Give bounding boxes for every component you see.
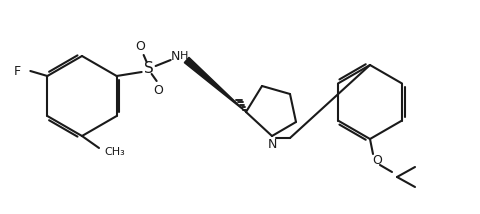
Text: N: N xyxy=(267,138,276,150)
Text: O: O xyxy=(136,40,145,52)
Text: N: N xyxy=(171,49,180,62)
Text: F: F xyxy=(14,64,21,77)
Polygon shape xyxy=(184,57,246,112)
Text: CH₃: CH₃ xyxy=(104,147,125,157)
Text: O: O xyxy=(154,83,164,97)
Text: S: S xyxy=(144,61,154,76)
Text: H: H xyxy=(180,51,188,61)
Text: O: O xyxy=(372,155,382,168)
